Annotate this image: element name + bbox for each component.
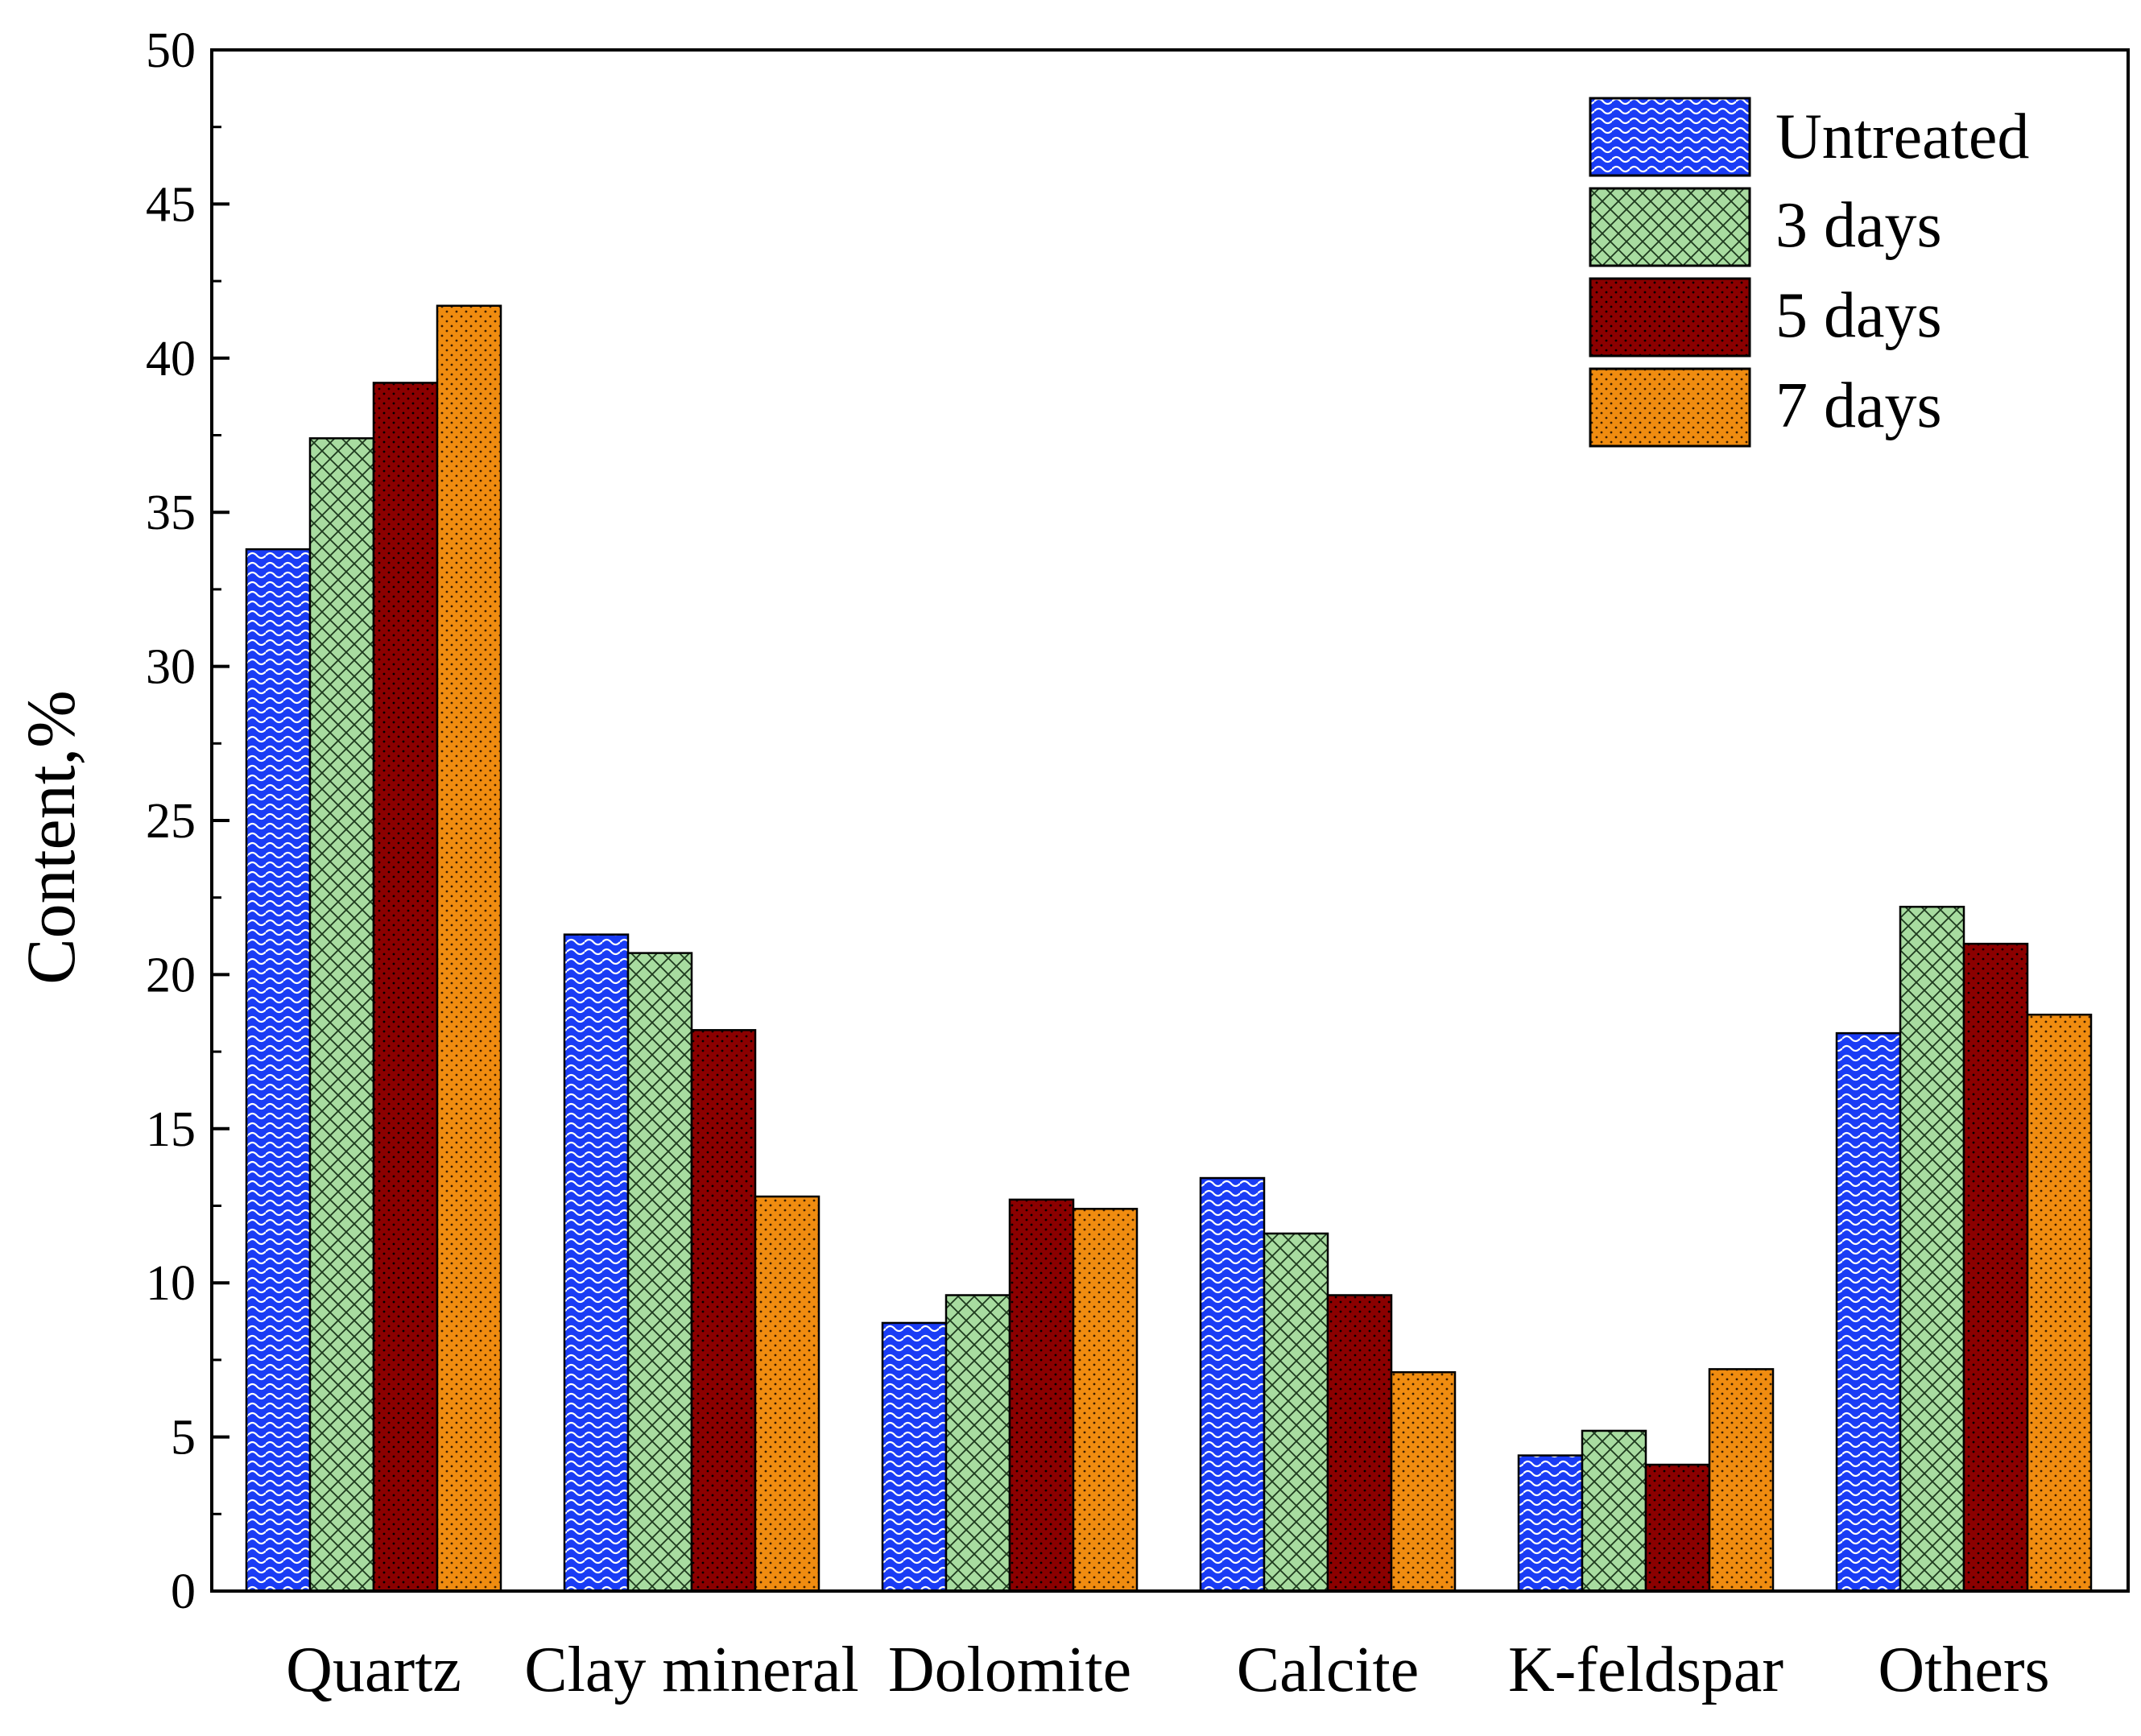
y-axis-title: Content,%	[12, 690, 89, 984]
bar-k-feldspar-5-days	[1644, 1463, 1711, 1593]
bar-calcite-3-days	[1263, 1232, 1329, 1593]
y-tick-label-50: 50	[146, 23, 196, 78]
legend-swatch-untreated	[1589, 97, 1751, 177]
x-tick-label-clay-mineral: Clay mineral	[524, 1635, 858, 1705]
y-tick-label-5: 5	[171, 1411, 196, 1465]
legend-swatch-7-days	[1589, 367, 1751, 448]
bar-k-feldspar-3-days	[1581, 1429, 1647, 1593]
y-tick-label-30: 30	[146, 640, 196, 695]
bar-dolomite-7-days	[1072, 1208, 1139, 1593]
bar-k-feldspar-untreated	[1517, 1454, 1584, 1593]
x-tick-label-quartz: Quartz	[286, 1635, 461, 1705]
bar-k-feldspar-7-days	[1708, 1368, 1775, 1593]
bar-quartz-5-days	[372, 382, 439, 1593]
y-axis: 0 5 10 15 20 25 30 35 40 45 50	[146, 23, 229, 1619]
bar-others-7-days	[2026, 1013, 2093, 1593]
bar-clay-mineral-3-days	[626, 952, 693, 1593]
y-tick-label-20: 20	[146, 948, 196, 1002]
y-tick-label-0: 0	[171, 1564, 196, 1619]
bar-clay-mineral-5-days	[690, 1029, 757, 1593]
legend: Untreated 3 days 5 days 7 days	[1589, 97, 2029, 448]
bar-quartz-7-days	[436, 304, 502, 1593]
bar-others-3-days	[1899, 905, 1965, 1593]
bar-dolomite-3-days	[944, 1294, 1011, 1593]
legend-label-untreated: Untreated	[1775, 101, 2029, 172]
x-tick-label-calcite: Calcite	[1237, 1635, 1420, 1705]
legend-label-3-days: 3 days	[1775, 190, 1942, 261]
legend-label-7-days: 7 days	[1775, 370, 1942, 441]
x-tick-label-dolomite: Dolomite	[888, 1635, 1131, 1705]
bar-quartz-untreated	[245, 548, 312, 1593]
bar-clay-mineral-7-days	[754, 1195, 820, 1593]
x-tick-label-others: Others	[1878, 1635, 2049, 1705]
bar-others-5-days	[1962, 942, 2029, 1593]
y-tick-label-10: 10	[146, 1256, 196, 1311]
y-tick-label-35: 35	[146, 486, 196, 540]
legend-swatch-5-days	[1589, 277, 1751, 358]
y-tick-label-45: 45	[146, 177, 196, 232]
y-tick-label-15: 15	[146, 1102, 196, 1157]
x-axis: Quartz Clay mineral Dolomite Calcite K-felds…	[286, 1635, 2049, 1705]
bar-dolomite-5-days	[1008, 1198, 1075, 1593]
plot-area	[245, 304, 2093, 1593]
bar-clay-mineral-untreated	[563, 933, 630, 1593]
bar-quartz-3-days	[308, 437, 375, 1593]
bar-calcite-untreated	[1199, 1176, 1266, 1593]
x-tick-label-k-feldspar: K-feldspar	[1508, 1635, 1783, 1705]
bar-calcite-7-days	[1390, 1370, 1457, 1593]
legend-swatch-3-days	[1589, 187, 1751, 267]
y-tick-label-40: 40	[146, 332, 196, 386]
bar-others-untreated	[1835, 1031, 1902, 1593]
legend-label-5-days: 5 days	[1775, 280, 1942, 351]
bar-calcite-5-days	[1326, 1294, 1393, 1593]
bar-dolomite-untreated	[881, 1321, 948, 1593]
y-tick-label-25: 25	[146, 794, 196, 849]
plot-frame	[210, 48, 2130, 1593]
